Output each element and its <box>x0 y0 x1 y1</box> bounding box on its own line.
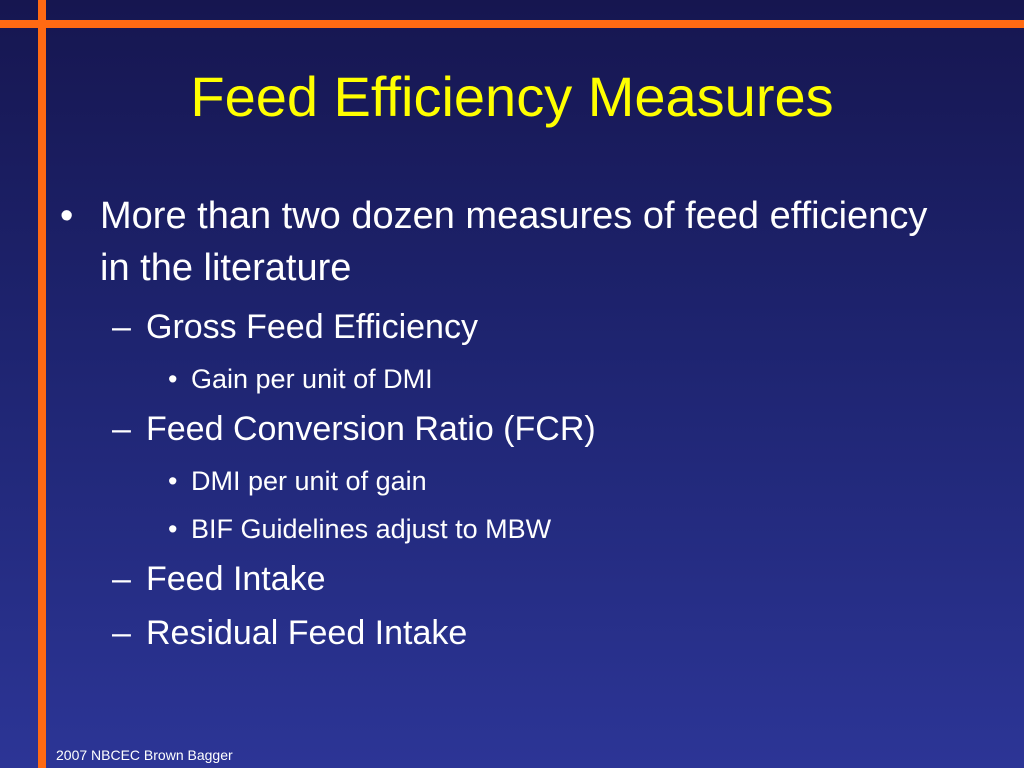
dash-marker: – <box>112 308 131 346</box>
vertical-accent-line <box>38 0 46 768</box>
bullet-level2: – Gross Feed Efficiency <box>60 306 960 348</box>
bullet-text: More than two dozen measures of feed eff… <box>100 195 928 289</box>
bullet-level2: – Feed Intake <box>60 558 960 600</box>
dash-marker: – <box>112 410 131 448</box>
bullet-level3: • BIF Guidelines adjust to MBW <box>60 512 960 546</box>
dash-marker: – <box>112 560 131 598</box>
slide-footer: 2007 NBCEC Brown Bagger <box>56 747 233 763</box>
bullet-text: Feed Conversion Ratio (FCR) <box>146 410 596 448</box>
bullet-level2: – Feed Conversion Ratio (FCR) <box>60 408 960 450</box>
bullet-text: Gain per unit of DMI <box>191 364 433 394</box>
bullet-text: Gross Feed Efficiency <box>146 308 478 346</box>
bullet-level2: – Residual Feed Intake <box>60 612 960 654</box>
bullet-marker: • <box>168 364 178 394</box>
bullet-marker: • <box>168 466 178 496</box>
bullet-text: Feed Intake <box>146 560 326 598</box>
bullet-text: BIF Guidelines adjust to MBW <box>191 514 552 544</box>
bullet-marker: • <box>60 195 74 237</box>
horizontal-accent-line <box>0 20 1024 28</box>
bullet-level1: • More than two dozen measures of feed e… <box>60 190 960 294</box>
slide-title: Feed Efficiency Measures <box>190 65 834 128</box>
bullet-level3: • DMI per unit of gain <box>60 464 960 498</box>
bullet-text: Residual Feed Intake <box>146 614 468 652</box>
dash-marker: – <box>112 614 131 652</box>
bullet-text: DMI per unit of gain <box>191 466 427 496</box>
bullet-marker: • <box>168 514 178 544</box>
bullet-list: • More than two dozen measures of feed e… <box>60 190 960 654</box>
bullet-level3: • Gain per unit of DMI <box>60 362 960 396</box>
